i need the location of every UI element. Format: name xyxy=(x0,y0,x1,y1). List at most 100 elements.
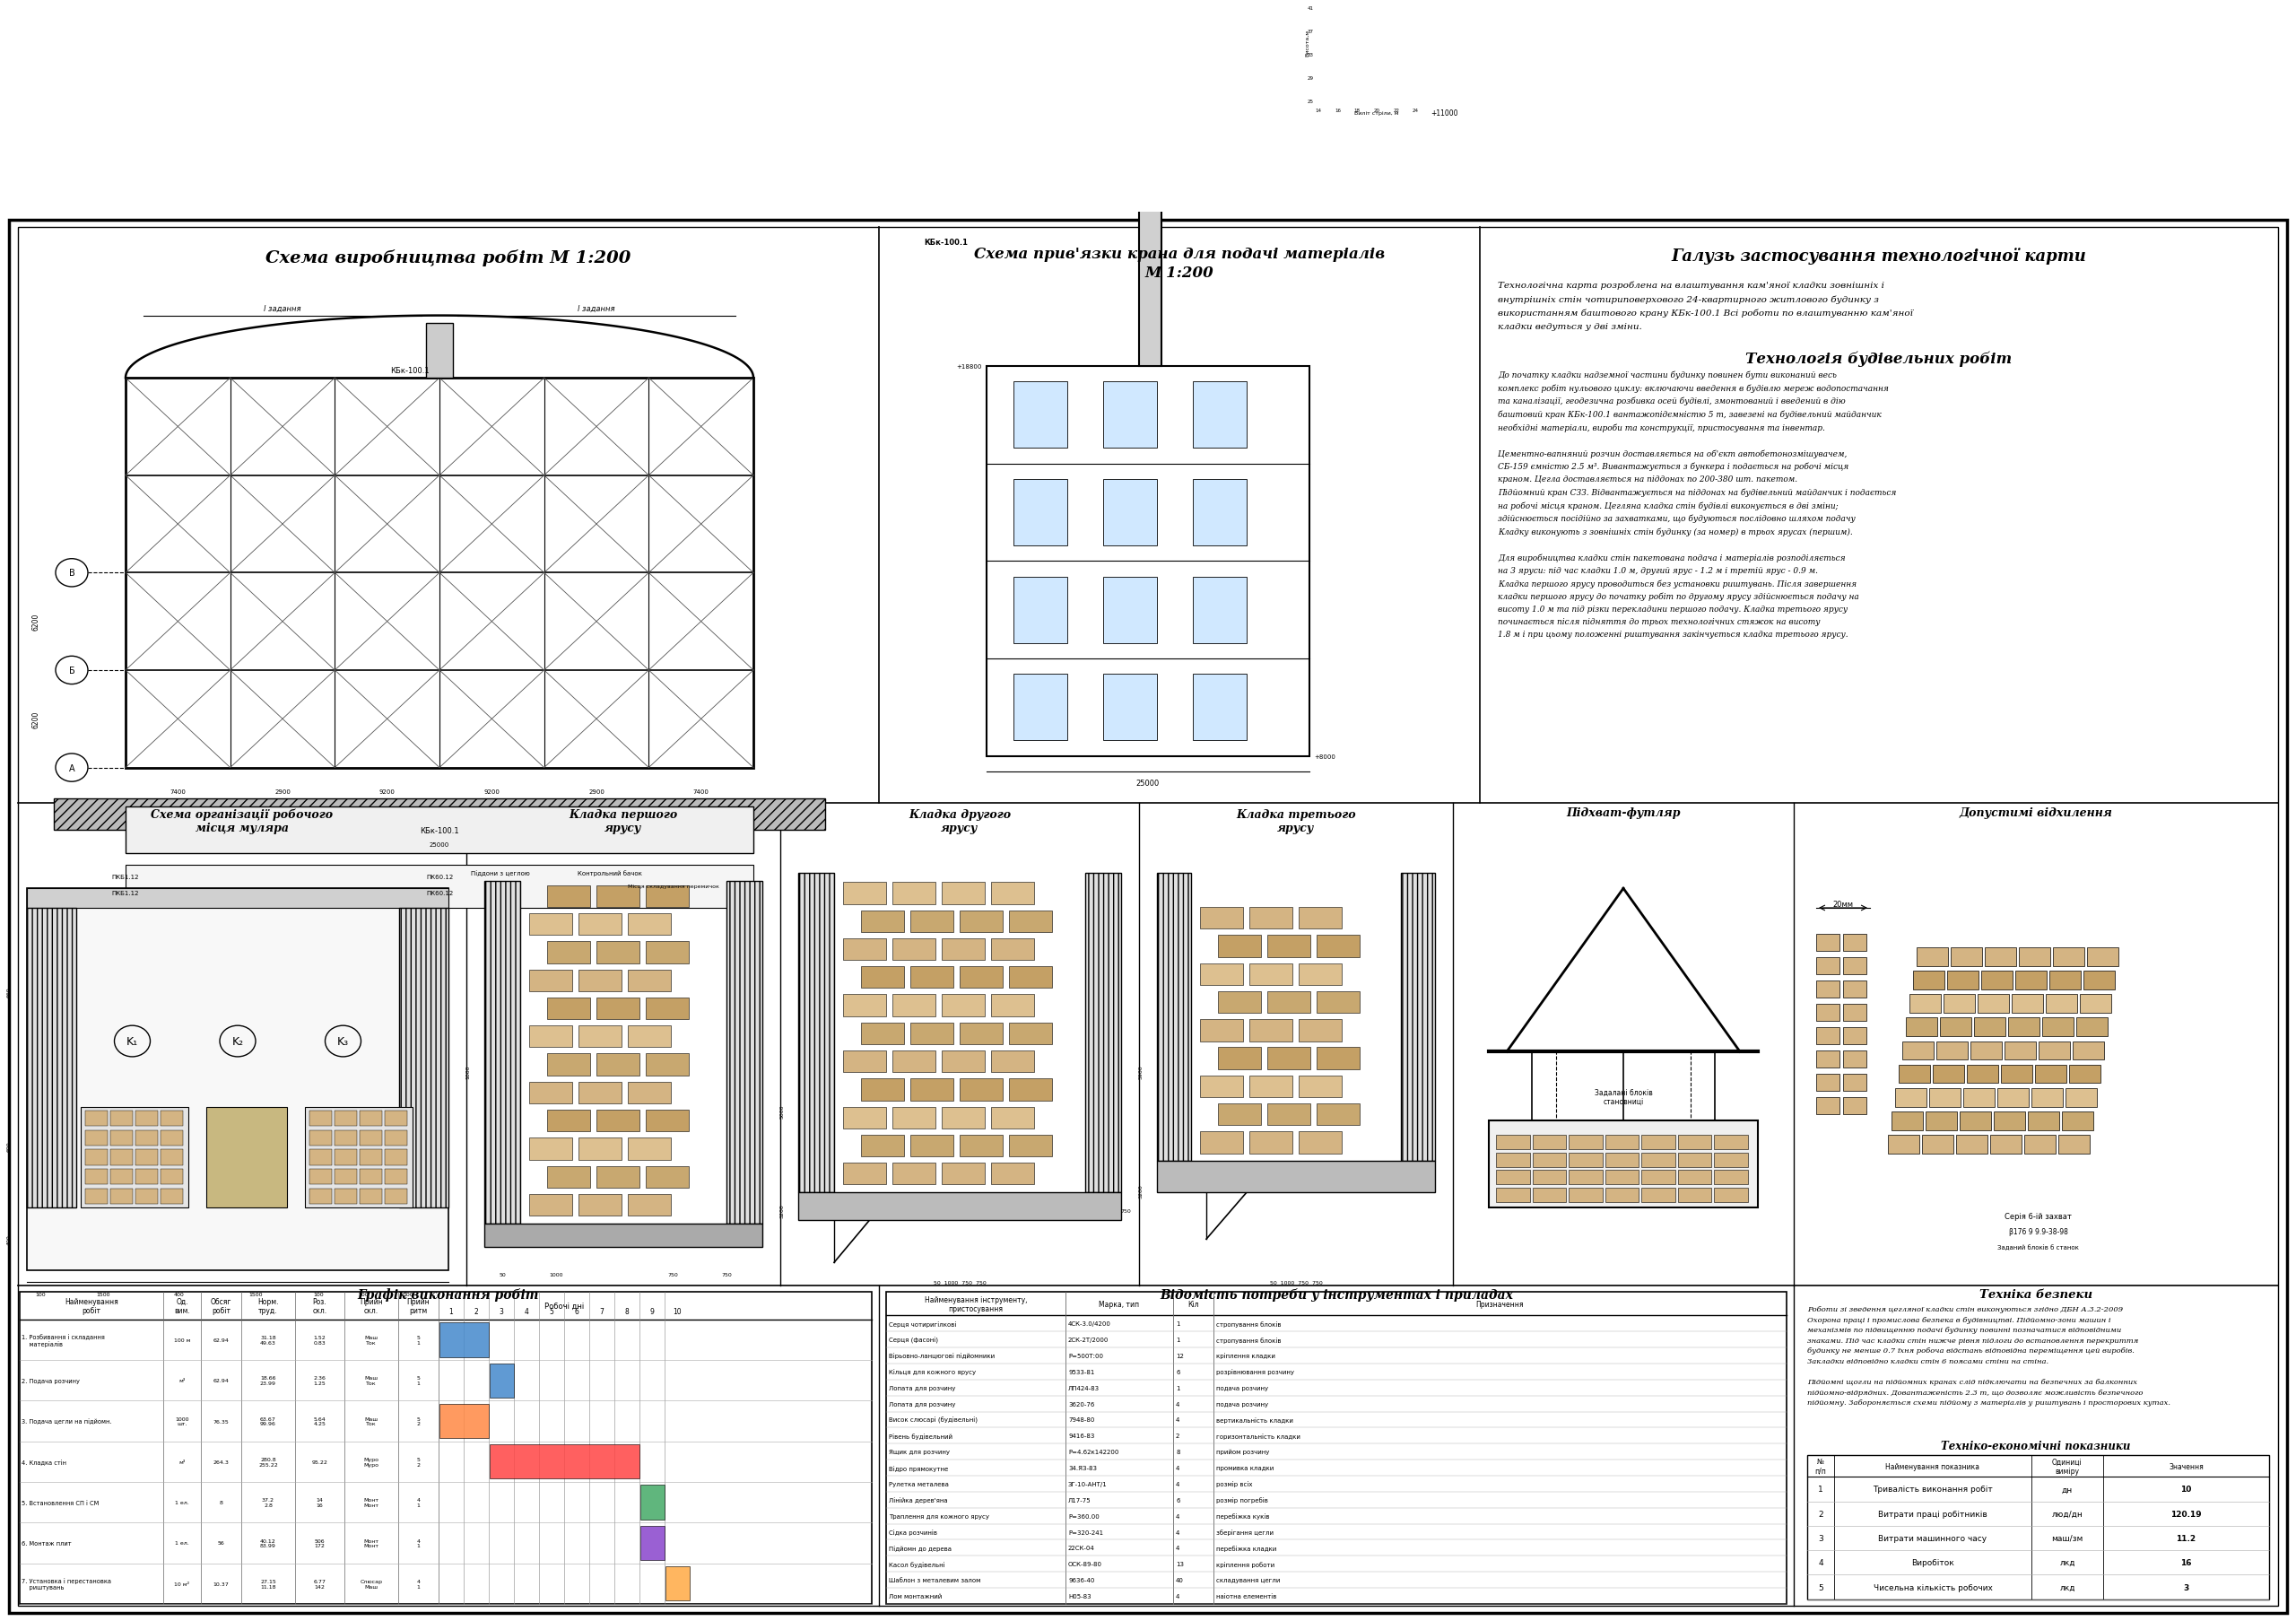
Bar xyxy=(126,807,753,854)
Text: Р=360.00: Р=360.00 xyxy=(1068,1512,1100,1519)
Text: β176 9 9.9-38-98: β176 9 9.9-38-98 xyxy=(2009,1227,2069,1235)
Bar xyxy=(893,1107,934,1128)
Bar xyxy=(2039,1041,2071,1060)
Text: ОСК-89-80: ОСК-89-80 xyxy=(1068,1561,1102,1566)
Text: вертикальність кладки: вертикальність кладки xyxy=(1217,1417,1293,1423)
Bar xyxy=(941,1050,985,1073)
Bar xyxy=(597,1110,641,1131)
Bar xyxy=(1816,1097,1839,1115)
Bar xyxy=(1249,963,1293,986)
Bar xyxy=(1194,577,1247,644)
Bar xyxy=(528,1026,572,1047)
Bar xyxy=(1913,971,1945,990)
Bar xyxy=(1300,1076,1341,1097)
Bar xyxy=(1917,948,1947,966)
Text: 1500: 1500 xyxy=(248,1292,262,1297)
Text: Відро прямокутне: Відро прямокутне xyxy=(889,1465,948,1470)
Text: +18800: +18800 xyxy=(957,365,983,370)
Text: 24: 24 xyxy=(1412,109,1419,112)
Text: Схема виробництва робіт М 1:200: Схема виробництва робіт М 1:200 xyxy=(266,250,631,266)
Bar xyxy=(941,882,985,905)
Text: Б: Б xyxy=(69,666,76,674)
Text: 27.15
11.18: 27.15 11.18 xyxy=(259,1579,276,1589)
Text: 1 ел.: 1 ел. xyxy=(174,1540,188,1545)
Bar xyxy=(2027,1112,2060,1130)
Bar xyxy=(335,1110,356,1127)
Text: 25000: 25000 xyxy=(1137,780,1159,788)
Bar xyxy=(1998,1088,2030,1107)
Bar xyxy=(2032,1088,2062,1107)
Bar xyxy=(489,1444,641,1478)
Bar xyxy=(1316,1047,1359,1070)
Bar xyxy=(627,1138,670,1159)
Text: Слюсар
Маш: Слюсар Маш xyxy=(360,1579,383,1589)
Bar xyxy=(1086,874,1120,1193)
Text: 3: 3 xyxy=(2183,1584,2188,1590)
Text: 5000: 5000 xyxy=(781,1104,785,1118)
Bar xyxy=(335,1169,356,1185)
Bar xyxy=(310,1188,333,1204)
Bar xyxy=(528,1195,572,1216)
Text: Технологічна карта розроблена на влаштування кам'яної кладки зовнішніх і
внутріш: Технологічна карта розроблена на влаштув… xyxy=(1497,280,1913,331)
Text: 1. Розбивання і складання
    матеріалів: 1. Розбивання і складання матеріалів xyxy=(21,1332,106,1347)
Text: 62.94: 62.94 xyxy=(214,1378,230,1383)
Text: Касол будівельні: Касол будівельні xyxy=(889,1561,946,1568)
Bar xyxy=(2004,1041,2037,1060)
Text: Призначення: Призначення xyxy=(1476,1300,1525,1308)
Text: 9: 9 xyxy=(650,1307,654,1315)
Text: K₂: K₂ xyxy=(232,1036,243,1047)
Text: ярусу: ярусу xyxy=(1277,822,1316,833)
Text: 500: 500 xyxy=(358,1292,367,1297)
Bar xyxy=(2062,1112,2094,1130)
Bar xyxy=(886,1292,1786,1603)
Text: Лопата для розчину: Лопата для розчину xyxy=(889,1401,955,1407)
Bar xyxy=(1715,1188,1747,1201)
Bar xyxy=(1906,1018,1938,1037)
Bar xyxy=(546,1165,590,1188)
Text: перебіжка кладки: перебіжка кладки xyxy=(1217,1545,1277,1551)
Bar xyxy=(2066,1088,2096,1107)
Bar xyxy=(1267,1047,1311,1070)
Text: 100: 100 xyxy=(312,1292,324,1297)
Bar xyxy=(861,911,905,932)
Bar xyxy=(2073,1041,2103,1060)
Text: 1: 1 xyxy=(1176,1384,1180,1391)
Bar xyxy=(909,911,953,932)
Bar xyxy=(627,1195,670,1216)
Bar xyxy=(627,969,670,992)
Bar xyxy=(1201,908,1242,929)
Text: 600: 600 xyxy=(7,1141,11,1151)
Bar xyxy=(960,1080,1003,1101)
Bar xyxy=(1936,1041,1968,1060)
Bar xyxy=(843,995,886,1016)
Text: 120.19: 120.19 xyxy=(2170,1509,2202,1517)
Bar xyxy=(2018,948,2050,966)
Text: розмір погребів: розмір погребів xyxy=(1217,1496,1267,1503)
Bar xyxy=(1217,935,1261,958)
Text: 3200: 3200 xyxy=(781,1204,785,1217)
Text: 9416-83: 9416-83 xyxy=(1068,1433,1095,1438)
Text: 40: 40 xyxy=(1176,1577,1185,1582)
Bar xyxy=(1531,1188,1566,1201)
Bar xyxy=(2000,1065,2032,1083)
Bar xyxy=(1201,1131,1242,1154)
Bar xyxy=(110,1188,133,1204)
Bar xyxy=(893,882,934,905)
Bar xyxy=(1947,971,1979,990)
Text: 25000: 25000 xyxy=(429,841,450,848)
Text: l задання: l задання xyxy=(264,305,301,313)
Bar xyxy=(1531,1135,1566,1149)
Bar xyxy=(909,1023,953,1044)
Bar xyxy=(1497,1170,1529,1185)
Text: 2900: 2900 xyxy=(588,789,604,794)
Bar xyxy=(484,1224,762,1247)
Bar xyxy=(1568,1135,1603,1149)
Bar xyxy=(2050,971,2080,990)
Bar xyxy=(1139,117,1162,366)
Text: Виліт стріли, м: Виліт стріли, м xyxy=(1355,112,1398,115)
Text: 18: 18 xyxy=(1355,109,1362,112)
Text: Сідка розчинів: Сідка розчинів xyxy=(889,1529,937,1535)
Text: Роботи зі зведення цегляної кладки стін виконуються згідно ДБН А.3.2-2009
Охорон: Роботи зі зведення цегляної кладки стін … xyxy=(1807,1305,2170,1407)
Text: Кладка третього: Кладка третього xyxy=(1235,809,1357,820)
Text: Марка, тип: Марка, тип xyxy=(1100,1300,1139,1308)
